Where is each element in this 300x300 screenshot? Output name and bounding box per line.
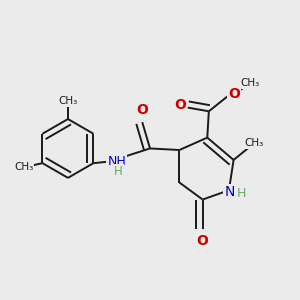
Text: N: N	[224, 185, 235, 199]
Text: H: H	[237, 187, 246, 200]
Text: CH₃: CH₃	[240, 78, 260, 88]
Text: O: O	[136, 103, 148, 117]
Text: H: H	[114, 165, 123, 178]
Text: CH₃: CH₃	[14, 162, 34, 172]
Text: O: O	[228, 87, 240, 101]
Text: O: O	[197, 234, 208, 248]
Text: NH: NH	[107, 155, 126, 168]
Text: O: O	[174, 98, 186, 112]
Text: CH₃: CH₃	[58, 96, 78, 106]
Text: CH₃: CH₃	[245, 138, 264, 148]
